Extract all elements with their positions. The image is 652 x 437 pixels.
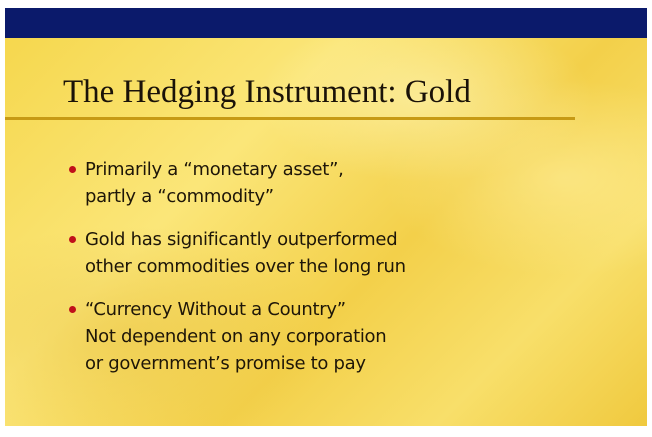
bullet-text: partly a “commodity” [85,186,274,207]
slide: The Hedging Instrument: Gold Primarily a… [5,8,647,426]
bullet-text: or government’s promise to pay [85,353,366,374]
bullet: Gold has significantly outperformed other… [69,226,406,280]
slide-title: The Hedging Instrument: Gold [63,74,471,110]
bullet-text: Primarily a “monetary asset”, [85,159,344,180]
bullet: Primarily a “monetary asset”, partly a “c… [69,156,406,210]
bullet-text: Gold has significantly outperformed [85,229,398,250]
bullet-text: Not dependent on any corporation [85,326,387,347]
bullet-dot [69,166,76,173]
bullet-text: “Currency Without a Country” [85,299,346,320]
bullet-dot [69,306,76,313]
title-rule [5,117,575,120]
bullet: “Currency Without a Country” Not dependen… [69,296,406,377]
bullet-dot [69,236,76,243]
bullet-text: other commodities over the long run [85,256,406,277]
top-band [5,8,647,38]
bullet-list: Primarily a “monetary asset”, partly a “c… [69,156,406,393]
